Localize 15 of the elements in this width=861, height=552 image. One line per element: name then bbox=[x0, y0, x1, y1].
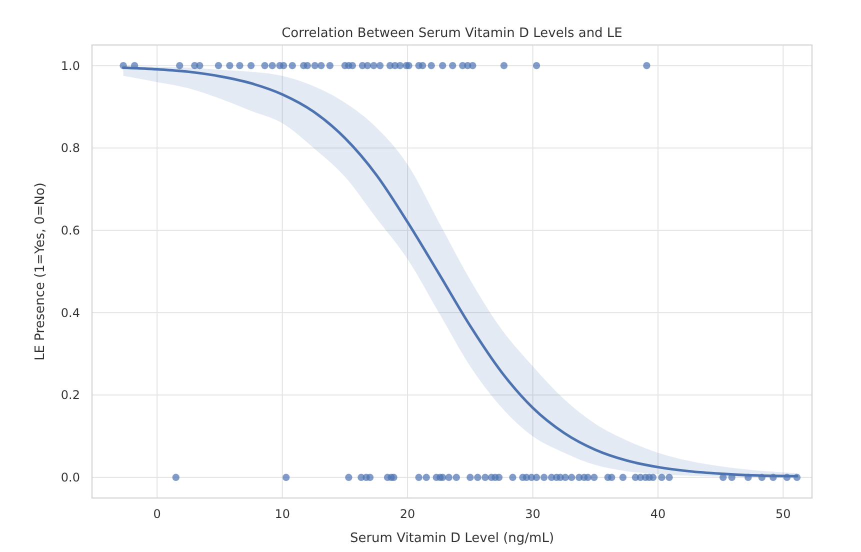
x-tick-label: 0 bbox=[153, 507, 161, 521]
x-tick-label: 10 bbox=[274, 507, 290, 521]
y-axis-title: LE Presence (1=Yes, 0=No) bbox=[33, 182, 48, 360]
y-tick-label: 0.2 bbox=[60, 388, 80, 402]
y-tick-label: 0.8 bbox=[60, 141, 80, 156]
y-tick-label: 0.0 bbox=[60, 470, 80, 485]
x-tick-label: 40 bbox=[650, 507, 666, 521]
x-tick-label: 20 bbox=[400, 507, 416, 521]
y-tick-label: 0.4 bbox=[60, 306, 80, 320]
y-tick-label: 0.6 bbox=[60, 224, 80, 238]
x-axis-title: Serum Vitamin D Level (ng/mL) bbox=[350, 531, 554, 546]
x-tick-label: 30 bbox=[525, 507, 540, 521]
x-tick-label: 50 bbox=[776, 507, 791, 521]
chart-title: Correlation Between Serum Vitamin D Levels and LE bbox=[282, 26, 622, 41]
y-tick-label: 1.0 bbox=[60, 58, 80, 73]
